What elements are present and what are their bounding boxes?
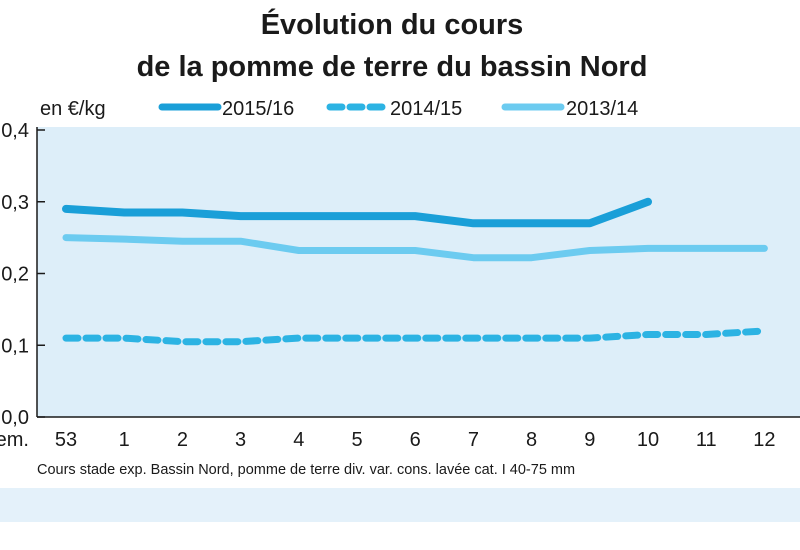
x-tick-label: 53 — [55, 429, 77, 451]
footer-band — [0, 488, 800, 522]
series-line-2013-14 — [62, 234, 768, 262]
x-tick-label: 10 — [637, 429, 659, 451]
chart-title-line-1: Évolution du cours — [261, 7, 524, 41]
y-tick-label: 0,0 — [1, 407, 29, 429]
x-tick-label: 4 — [293, 429, 304, 451]
legend: 2015/16 2014/15 2013/14 — [158, 98, 638, 120]
chart-title-line-2: de la pomme de terre du bassin Nord — [137, 51, 648, 83]
x-tick-label: 1 — [119, 429, 130, 451]
y-tick-label: 0,1 — [1, 335, 29, 357]
x-tick-label: 5 — [351, 429, 362, 451]
x-axis-label: Sem. — [0, 429, 29, 451]
x-tick-label: 2 — [177, 429, 188, 451]
series-lines — [62, 197, 768, 346]
x-tick-label: 8 — [526, 429, 537, 451]
y-axis-ticks: 0,0 0,1 0,2 0,3 0,4 — [1, 120, 45, 429]
x-tick-label: 3 — [235, 429, 246, 451]
legend-label-2013-14: 2013/14 — [566, 98, 638, 120]
x-tick-label: 12 — [753, 429, 775, 451]
y-tick-label: 0,2 — [1, 264, 29, 286]
x-tick-label: 11 — [696, 429, 717, 451]
legend-label-2015-16: 2015/16 — [222, 98, 294, 120]
x-tick-label: 9 — [584, 429, 595, 451]
x-axis-ticks: 53 1 2 3 4 5 6 7 8 9 10 11 12 — [55, 429, 776, 451]
series-line-2015-16 — [62, 197, 652, 228]
y-tick-label: 0,4 — [1, 120, 29, 142]
x-tick-label: 7 — [468, 429, 479, 451]
x-tick-label: 6 — [410, 429, 421, 451]
series-line-2014-15 — [62, 327, 768, 346]
legend-label-2014-15: 2014/15 — [390, 98, 462, 120]
plot-area — [37, 127, 800, 417]
source-note: Cours stade exp. Bassin Nord, pomme de t… — [37, 462, 575, 478]
y-tick-label: 0,3 — [1, 192, 29, 214]
unit-label: en €/kg — [40, 98, 106, 120]
